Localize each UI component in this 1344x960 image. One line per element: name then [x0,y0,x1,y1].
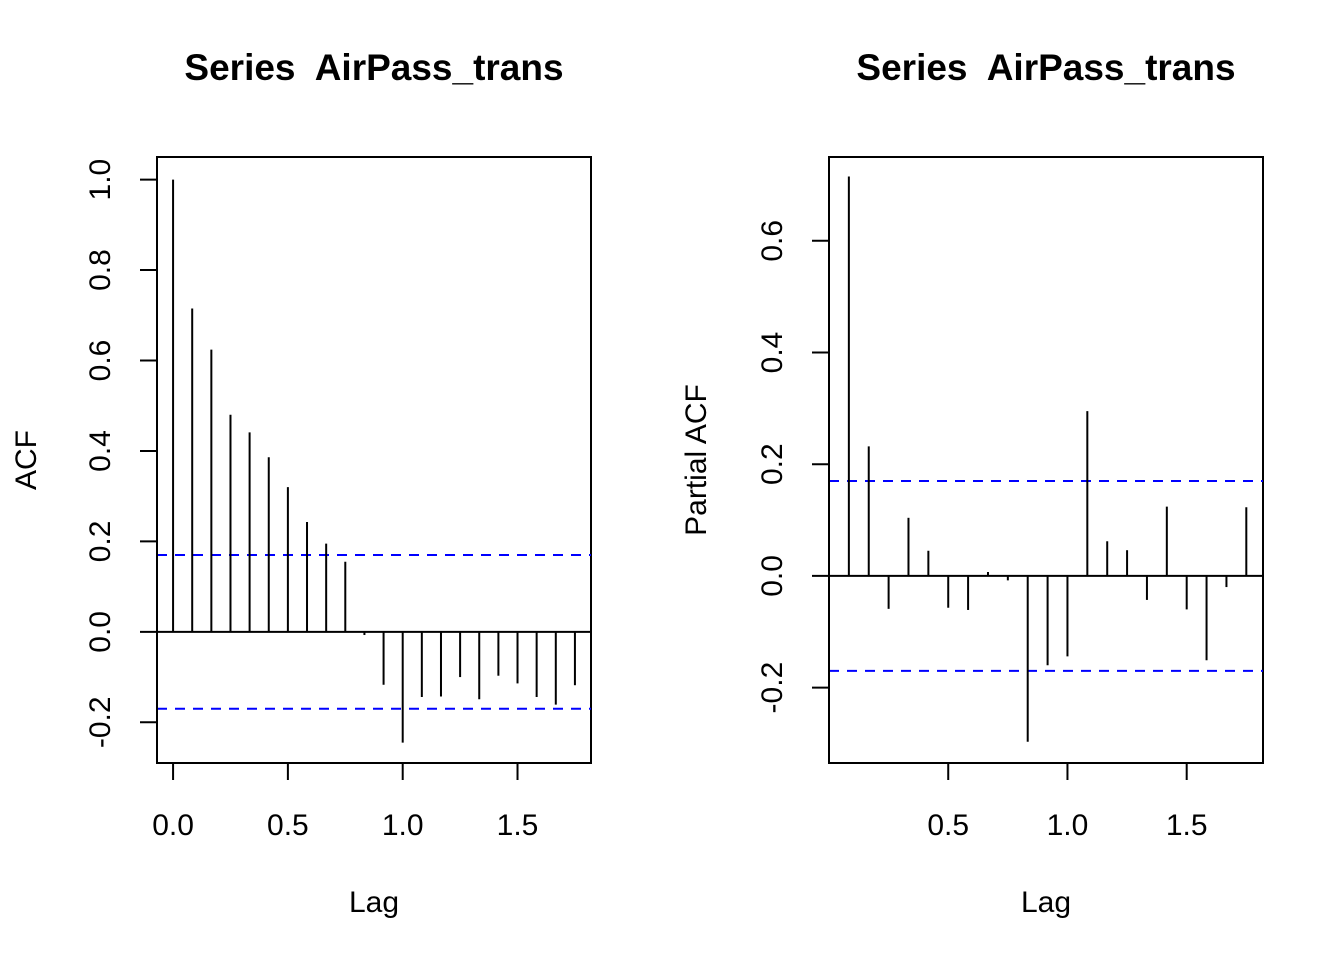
acf-x-axis-title: Lag [349,886,399,919]
acf-y-tick-label: 0.2 [84,521,117,563]
acf-y-tick-label: 1.0 [84,159,117,201]
acf-y-tick-label: 0.6 [84,340,117,382]
acf-panel: Series AirPass_trans Lag ACF 0.0 0.5 1.0 1.… [10,47,592,919]
acf-y-tick-label: 0.0 [84,611,117,653]
pacf-x-tick-label: 1.5 [1166,809,1208,842]
pacf-y-tick-label: 0.0 [756,555,789,597]
pacf-plot-frame [828,156,1264,764]
pacf-y-tick-label: 0.2 [756,443,789,485]
acf-y-tick-label: 0.8 [84,249,117,291]
pacf-marks-layer: 0.5 1.0 1.5 -0.2 0.0 0.2 0.4 0.6 [756,156,1264,842]
pacf-y-tick-label: 0.4 [756,332,789,374]
acf-x-tick-label: 0.5 [267,809,309,842]
pacf-y-tick-label: 0.6 [756,220,789,262]
acf-x-tick-label: 1.0 [382,809,424,842]
acf-x-tick-label: 1.5 [497,809,539,842]
pacf-x-tick-label: 1.0 [1047,809,1089,842]
acf-marks-layer: 0.0 0.5 1.0 1.5 -0.2 0.0 0.2 0.4 0.6 0.8 1.0 [84,156,592,842]
pacf-x-axis-title: Lag [1021,886,1071,919]
pacf-chart-title: Series AirPass_trans [856,47,1235,88]
acf-y-tick-label: -0.2 [84,696,117,748]
pacf-y-tick-label: -0.2 [756,662,789,714]
pacf-panel: Series AirPass_trans Lag Partial ACF 0.5… [680,47,1264,919]
pacf-y-axis-title: Partial ACF [680,384,713,536]
acf-chart-title: Series AirPass_trans [184,47,563,88]
pacf-x-tick-label: 0.5 [927,809,969,842]
acf-y-tick-label: 0.4 [84,430,117,472]
acf-y-axis-title: ACF [10,430,43,490]
acf-plot-frame [156,156,592,764]
acf-x-tick-label: 0.0 [152,809,194,842]
